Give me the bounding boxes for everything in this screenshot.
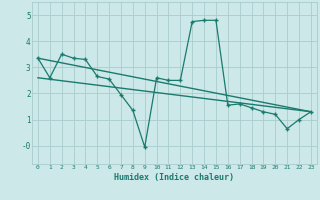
X-axis label: Humidex (Indice chaleur): Humidex (Indice chaleur)	[115, 173, 234, 182]
